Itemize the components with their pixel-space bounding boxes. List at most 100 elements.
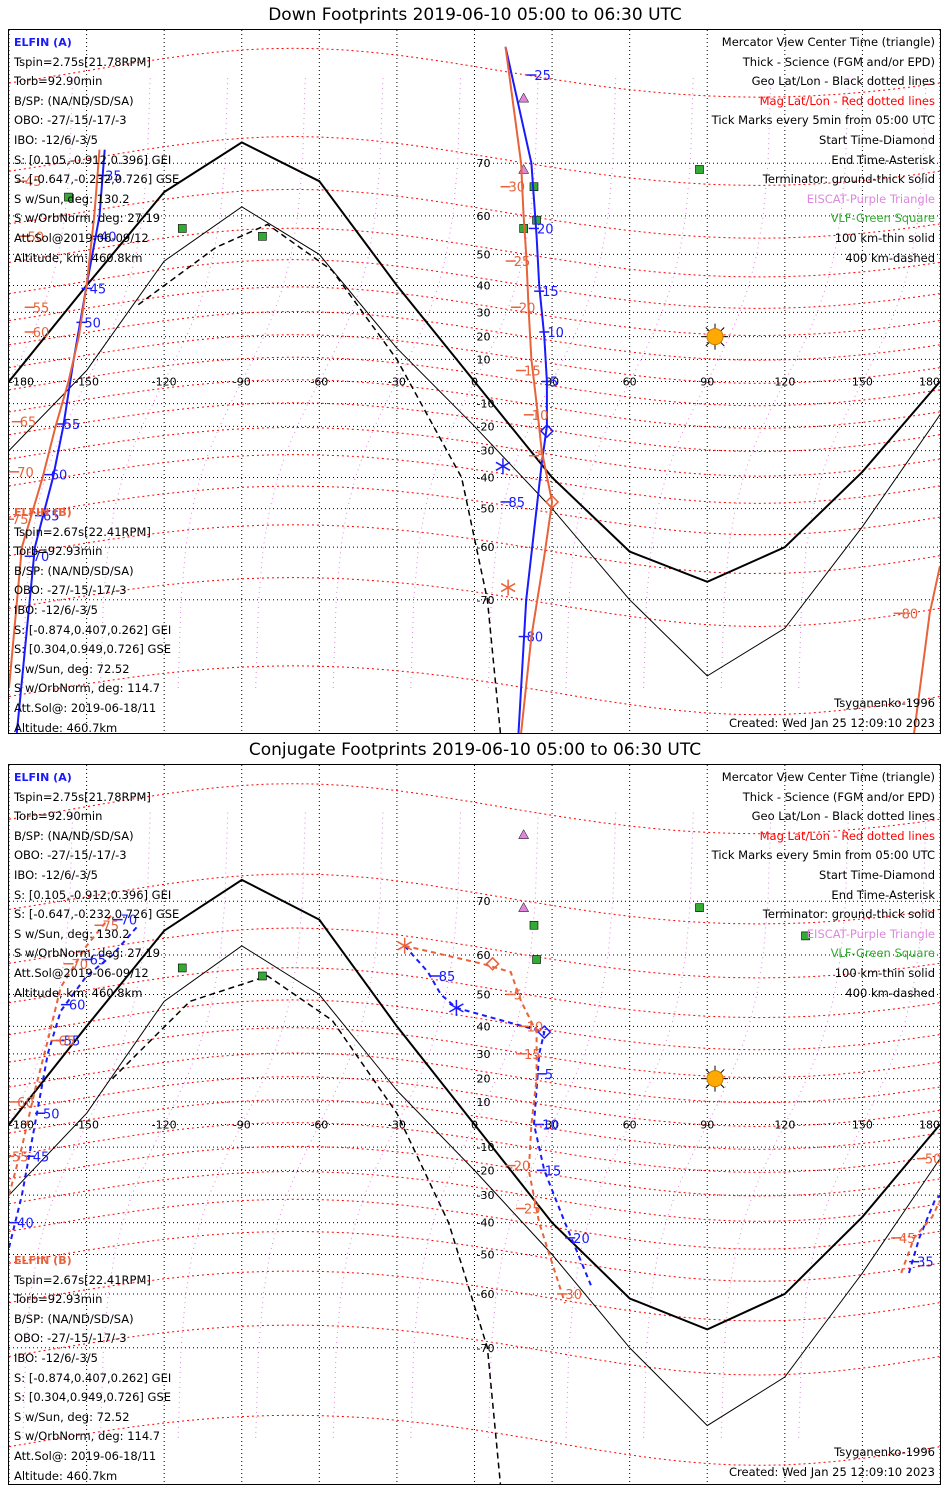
vlf-station-marker bbox=[695, 165, 704, 174]
mag-lat-line bbox=[9, 1270, 940, 1322]
legend-item: End Time-Asterisk bbox=[831, 152, 935, 167]
elfin-a-track bbox=[15, 149, 106, 733]
time-tick-label: 70 bbox=[33, 550, 50, 565]
elfin-a-track bbox=[9, 924, 140, 1248]
info-line: B/SP: (NA/ND/SD/SA) bbox=[14, 93, 134, 108]
time-tick-label: 65 bbox=[90, 953, 107, 968]
time-tick-label: 25 bbox=[514, 255, 531, 270]
mag-lat-line bbox=[9, 227, 940, 278]
asterisk-stroke bbox=[500, 582, 516, 593]
axis-ticks: -180 -150 -120 -90 -60 -30 0 30 60 90 120 150 180 -70… bbox=[9, 157, 940, 607]
info-line: S w/OrbNorm, deg: 27.19 bbox=[14, 211, 161, 226]
x-tick-label: 0 bbox=[471, 1119, 478, 1132]
mag-lat-line bbox=[9, 1230, 940, 1282]
legend-item: VLF-Green Square bbox=[830, 211, 935, 226]
mag-lat-line bbox=[9, 873, 940, 925]
elfin-b-info-down: ELFIN (B) Tspin=2.67s[22.41RPM] Torb=92.… bbox=[14, 503, 172, 733]
info-line: S w/Sun, deg: 130.2 bbox=[14, 191, 130, 206]
terminator-100km bbox=[9, 206, 940, 677]
time-tick-label: 50 bbox=[43, 1107, 60, 1122]
vlf-station-marker bbox=[177, 224, 187, 233]
x-tick-label: -120 bbox=[152, 376, 177, 389]
x-tick-label: -150 bbox=[74, 376, 99, 389]
x-tick-label: 150 bbox=[852, 376, 873, 389]
y-tick-label: -10 bbox=[477, 398, 495, 411]
time-tick-label: 40 bbox=[17, 1217, 34, 1232]
time-tick-label: 20 bbox=[514, 1160, 531, 1175]
time-tick-label: 75 bbox=[103, 919, 120, 934]
time-tick-label: 50 bbox=[925, 1153, 940, 1168]
sun-disc bbox=[706, 1070, 724, 1088]
elfin-a-track bbox=[908, 1194, 940, 1274]
mag-lon-line bbox=[332, 811, 462, 1438]
time-tick-label: 25 bbox=[534, 69, 551, 84]
vlf-station-marker bbox=[532, 955, 541, 964]
y-tick-label: -50 bbox=[477, 1249, 495, 1262]
start-diamond-marker bbox=[537, 1025, 552, 1040]
footer-conjugate: Tsyganenko-1996 Created: Wed Jan 25 12:0… bbox=[729, 1443, 935, 1482]
info-line: S: [-0.874,0.407,0.262] GEI bbox=[14, 622, 172, 637]
mag-lat-line bbox=[9, 454, 940, 504]
time-tick-label: 50 bbox=[84, 316, 101, 331]
info-line: Torb=92.93min bbox=[14, 1292, 103, 1307]
y-tick-label: 50 bbox=[477, 248, 491, 261]
info-line: Torb=92.93min bbox=[14, 544, 103, 559]
time-tick-label: 45 bbox=[90, 282, 107, 297]
start-diamond-marker bbox=[539, 423, 554, 439]
x-tick-label: 90 bbox=[700, 1119, 714, 1132]
info-line: Att.Sol@: 2019-06-18/11 bbox=[14, 700, 157, 715]
x-tick-label: 0 bbox=[471, 376, 478, 389]
info-line: S: [-0.647,-0.232,0.726] GSE bbox=[14, 907, 180, 922]
mag-lat-line bbox=[9, 47, 940, 98]
time-tick-label: 55 bbox=[64, 1035, 81, 1050]
time-tick-label: 60 bbox=[69, 999, 86, 1014]
info-line: S w/Sun, deg: 72.52 bbox=[14, 1409, 130, 1424]
legend-item: 400 km-dashed bbox=[845, 250, 935, 265]
time-tick-label: 20 bbox=[573, 1232, 590, 1247]
legend-item: 100 km-thin solid bbox=[834, 965, 935, 980]
mag-lon-line bbox=[410, 811, 539, 1438]
mag-lon-line bbox=[22, 811, 151, 1438]
mag-lat-line bbox=[9, 286, 940, 337]
y-tick-label: 40 bbox=[477, 280, 491, 293]
time-tick-label: 15 bbox=[542, 285, 559, 300]
elfin-b-track bbox=[504, 46, 554, 733]
y-tick-label: -70 bbox=[477, 1342, 495, 1355]
mag-lat-line bbox=[9, 1324, 940, 1376]
info-line: S w/OrbNorm, deg: 114.7 bbox=[14, 1429, 161, 1444]
y-tick-label: -30 bbox=[477, 445, 495, 458]
mag-lon-line bbox=[720, 811, 849, 1438]
terminator-400km bbox=[111, 975, 502, 1484]
eiscat-marker bbox=[518, 902, 530, 912]
legend-item: Terminator: ground-thick solid bbox=[762, 172, 935, 187]
info-line: S w/Sun, deg: 130.2 bbox=[14, 926, 130, 941]
x-tick-label: -180 bbox=[9, 1119, 34, 1132]
x-tick-label: 150 bbox=[852, 1119, 873, 1132]
mag-lon-line bbox=[487, 811, 617, 1438]
terminator-400km bbox=[137, 223, 502, 733]
start-diamond-marker bbox=[485, 956, 500, 971]
info-line: OBO: -27/-15/-17/-3 bbox=[14, 583, 127, 598]
time-tick-label: 10 bbox=[547, 326, 564, 341]
x-tick-label: 30 bbox=[545, 376, 559, 389]
y-tick-label: -40 bbox=[477, 1217, 495, 1230]
time-tick-label: 60 bbox=[33, 326, 50, 341]
legend-item: Start Time-Diamond bbox=[819, 867, 935, 882]
info-line: Altitude, km: 460.8km bbox=[14, 250, 143, 265]
time-tick-label: 75 bbox=[12, 513, 29, 528]
time-tick-label: 25 bbox=[524, 1202, 541, 1217]
end-asterisk-marker bbox=[449, 999, 464, 1016]
elfin-a-track bbox=[403, 945, 592, 1286]
mag-lon-line bbox=[255, 811, 384, 1438]
time-tick-label: 20 bbox=[519, 301, 536, 316]
mag-lat-line bbox=[9, 1076, 940, 1127]
mag-lat-line bbox=[9, 1122, 940, 1173]
asterisk-stroke bbox=[449, 1003, 464, 1013]
panel-title-down: Down Footprints 2019-06-10 05:00 to 06:3… bbox=[268, 5, 682, 25]
elfin-b-track bbox=[404, 944, 566, 1304]
time-tick-label: 70 bbox=[71, 958, 88, 973]
model-label: Tsyganenko-1996 bbox=[834, 1445, 935, 1459]
vlf-station-marker bbox=[529, 920, 539, 930]
legend-item: Thick - Science (FGM and/or EPD) bbox=[742, 789, 935, 804]
y-tick-label: -40 bbox=[477, 471, 495, 484]
